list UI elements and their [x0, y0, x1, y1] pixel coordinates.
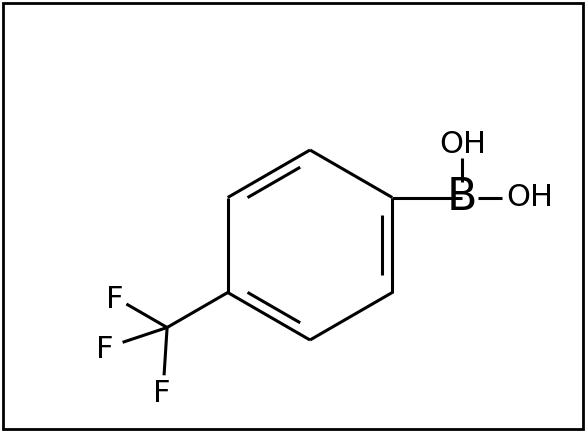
Text: F: F — [154, 379, 171, 408]
Text: F: F — [96, 335, 113, 364]
Text: OH: OH — [439, 130, 486, 159]
Text: OH: OH — [506, 183, 553, 212]
Text: B: B — [447, 176, 478, 219]
Text: F: F — [105, 286, 123, 314]
